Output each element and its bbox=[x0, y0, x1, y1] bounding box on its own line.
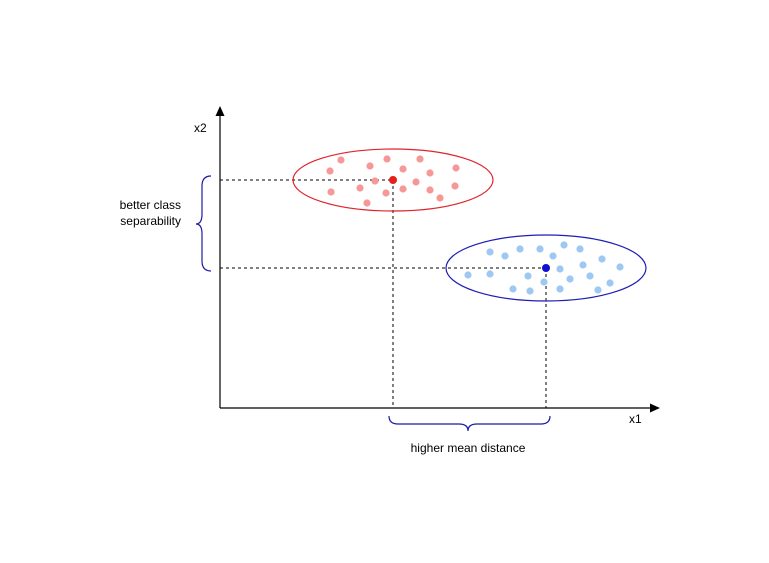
class-a-ellipse bbox=[292, 148, 494, 212]
class-a-point bbox=[363, 199, 371, 207]
y-axis-arrowhead bbox=[215, 106, 225, 116]
mean-guide-lines bbox=[220, 179, 547, 408]
class-b-cluster bbox=[445, 234, 647, 302]
class-b-ellipse bbox=[445, 234, 647, 302]
axes: x2 x1 bbox=[194, 106, 660, 426]
class-b-point bbox=[526, 287, 534, 295]
class-b-point bbox=[501, 252, 509, 260]
class-b-point bbox=[576, 245, 584, 253]
class-a-point bbox=[371, 177, 379, 185]
mean-distance-annotation: higher mean distance bbox=[388, 415, 551, 455]
class-a-point bbox=[356, 184, 364, 192]
class-a-point bbox=[366, 162, 374, 170]
x-axis-arrowhead bbox=[650, 403, 660, 413]
class-b-point bbox=[486, 248, 494, 256]
separability-label-line1: better class bbox=[120, 198, 181, 212]
class-a-point bbox=[426, 186, 434, 194]
class-b-mean-point bbox=[542, 264, 550, 272]
class-a-point bbox=[383, 155, 391, 163]
class-a-point bbox=[337, 156, 345, 164]
class-a-mean-point bbox=[389, 176, 397, 184]
x-axis-label: x1 bbox=[629, 412, 642, 426]
class-b-point bbox=[540, 278, 548, 286]
class-b-point bbox=[606, 279, 614, 287]
class-a-point bbox=[382, 189, 390, 197]
class-b-point bbox=[536, 245, 544, 253]
class-a-point bbox=[399, 185, 407, 193]
separability-brace bbox=[195, 175, 212, 272]
class-a-point bbox=[426, 169, 434, 177]
mean-distance-label: higher mean distance bbox=[411, 441, 526, 455]
class-b-point bbox=[556, 265, 564, 273]
class-a-point bbox=[416, 155, 424, 163]
class-b-point bbox=[524, 272, 532, 280]
class-b-point bbox=[560, 241, 568, 249]
class-b-point bbox=[598, 255, 606, 263]
class-b-point bbox=[556, 285, 564, 293]
class-a-cluster bbox=[292, 148, 494, 212]
y-axis-label: x2 bbox=[194, 121, 207, 135]
mean-distance-brace bbox=[388, 415, 551, 432]
separability-annotation: better class separability bbox=[120, 175, 212, 272]
class-a-point bbox=[326, 167, 334, 175]
class-b-point bbox=[509, 285, 517, 293]
class-a-point bbox=[451, 182, 459, 190]
class-b-point bbox=[616, 263, 624, 271]
class-b-point bbox=[549, 252, 557, 260]
class-b-point bbox=[586, 272, 594, 280]
class-a-point bbox=[399, 165, 407, 173]
class-b-point bbox=[594, 286, 602, 294]
class-a-point bbox=[452, 164, 460, 172]
class-a-point bbox=[436, 194, 444, 202]
class-a-point bbox=[327, 188, 335, 196]
separability-label-line2: separability bbox=[120, 214, 181, 228]
class-b-point bbox=[486, 270, 494, 278]
class-b-point bbox=[566, 275, 574, 283]
class-a-point bbox=[412, 178, 420, 186]
class-b-point bbox=[579, 261, 587, 269]
class-b-point bbox=[464, 271, 472, 279]
class-b-point bbox=[516, 245, 524, 253]
